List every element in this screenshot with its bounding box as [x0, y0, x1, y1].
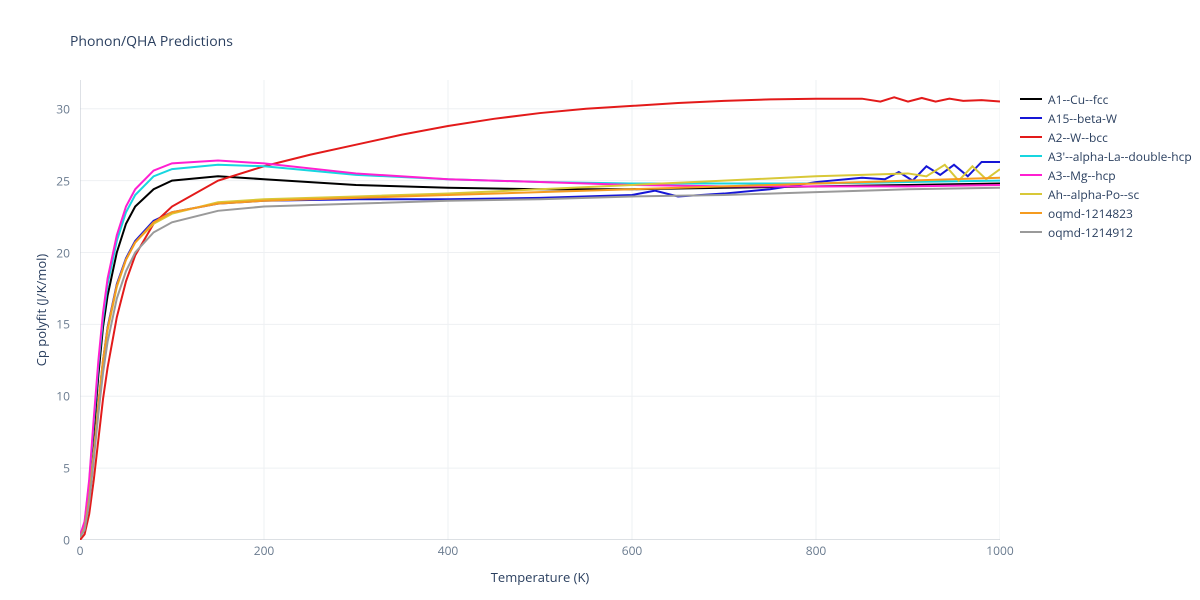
legend-item[interactable]: A2--W--bcc	[1020, 128, 1192, 146]
chart-container: Phonon/QHA Predictions 02004006008001000…	[0, 0, 1200, 600]
series-line[interactable]	[80, 97, 1000, 540]
y-tick-label: 15	[56, 316, 70, 333]
x-tick-label: 400	[438, 542, 459, 559]
y-tick-label: 5	[63, 460, 70, 477]
series-line[interactable]	[80, 188, 1000, 537]
legend-label: oqmd-1214823	[1048, 205, 1133, 222]
x-tick-label: 800	[806, 542, 827, 559]
legend-item[interactable]: Ah--alpha-Po--sc	[1020, 185, 1192, 203]
series-line[interactable]	[80, 161, 1000, 536]
y-tick-label: 20	[56, 244, 70, 261]
legend-swatch-icon	[1020, 98, 1042, 100]
x-tick-label: 600	[622, 542, 643, 559]
legend-item[interactable]: oqmd-1214823	[1020, 204, 1192, 222]
y-axis-label: Cp polyfit (J/K/mol)	[32, 80, 52, 540]
legend-swatch-icon	[1020, 155, 1042, 157]
legend-label: oqmd-1214912	[1048, 224, 1133, 241]
chart-legend: A1--Cu--fcc A15--beta-W A2--W--bcc A3'--alp…	[1020, 90, 1192, 242]
chart-svg	[80, 80, 1000, 540]
legend-item[interactable]: A15--beta-W	[1020, 109, 1192, 127]
x-tick-label: 0	[77, 542, 84, 559]
series-line[interactable]	[80, 178, 1000, 537]
series-line[interactable]	[80, 165, 1000, 537]
legend-item[interactable]: A3'--alpha-La--double-hcp	[1020, 147, 1192, 165]
y-tick-label: 30	[56, 100, 70, 117]
legend-label: A2--W--bcc	[1048, 129, 1108, 146]
legend-swatch-icon	[1020, 231, 1042, 233]
x-axis-label: Temperature (K)	[80, 568, 1000, 586]
legend-swatch-icon	[1020, 193, 1042, 195]
legend-swatch-icon	[1020, 174, 1042, 176]
legend-swatch-icon	[1020, 136, 1042, 138]
series-line[interactable]	[80, 165, 1000, 536]
legend-label: Ah--alpha-Po--sc	[1048, 186, 1139, 203]
legend-item[interactable]: A1--Cu--fcc	[1020, 90, 1192, 108]
legend-swatch-icon	[1020, 117, 1042, 119]
x-tick-label: 200	[254, 542, 275, 559]
y-tick-label: 0	[63, 532, 70, 549]
series-line[interactable]	[80, 162, 1000, 537]
plot-area[interactable]: 02004006008001000 051015202530	[80, 80, 1000, 540]
legend-swatch-icon	[1020, 212, 1042, 214]
y-tick-label: 25	[56, 172, 70, 189]
y-tick-label: 10	[56, 388, 70, 405]
chart-title: Phonon/QHA Predictions	[70, 32, 233, 51]
series-line[interactable]	[80, 176, 1000, 537]
legend-item[interactable]: oqmd-1214912	[1020, 223, 1192, 241]
legend-item[interactable]: A3--Mg--hcp	[1020, 166, 1192, 184]
legend-label: A15--beta-W	[1048, 110, 1117, 127]
x-tick-label: 1000	[986, 542, 1013, 559]
legend-label: A3'--alpha-La--double-hcp	[1048, 148, 1192, 165]
legend-label: A1--Cu--fcc	[1048, 91, 1108, 108]
legend-label: A3--Mg--hcp	[1048, 167, 1116, 184]
